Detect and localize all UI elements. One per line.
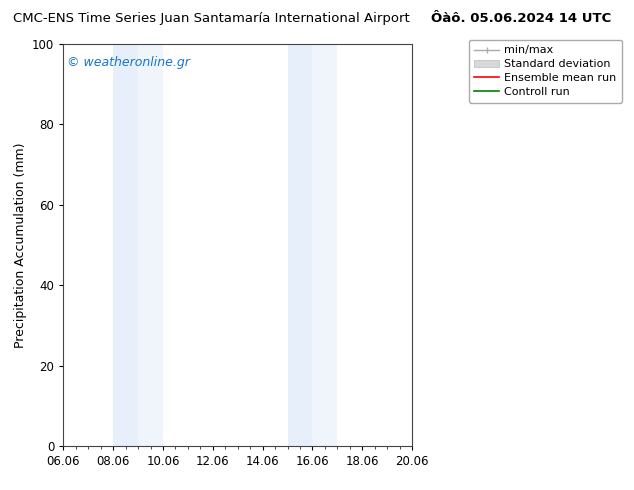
- Bar: [138, 44, 163, 446]
- Legend: min/max, Standard deviation, Ensemble mean run, Controll run: min/max, Standard deviation, Ensemble me…: [469, 40, 622, 102]
- Bar: [288, 44, 313, 446]
- Text: © weatheronline.gr: © weatheronline.gr: [67, 56, 190, 69]
- Y-axis label: Precipitation Accumulation (mm): Precipitation Accumulation (mm): [13, 142, 27, 348]
- Bar: [313, 44, 337, 446]
- Text: CMC-ENS Time Series Juan Santamaría International Airport: CMC-ENS Time Series Juan Santamaría Inte…: [13, 12, 410, 25]
- Text: Ôàô. 05.06.2024 14 UTC: Ôàô. 05.06.2024 14 UTC: [431, 12, 611, 25]
- Bar: [113, 44, 138, 446]
